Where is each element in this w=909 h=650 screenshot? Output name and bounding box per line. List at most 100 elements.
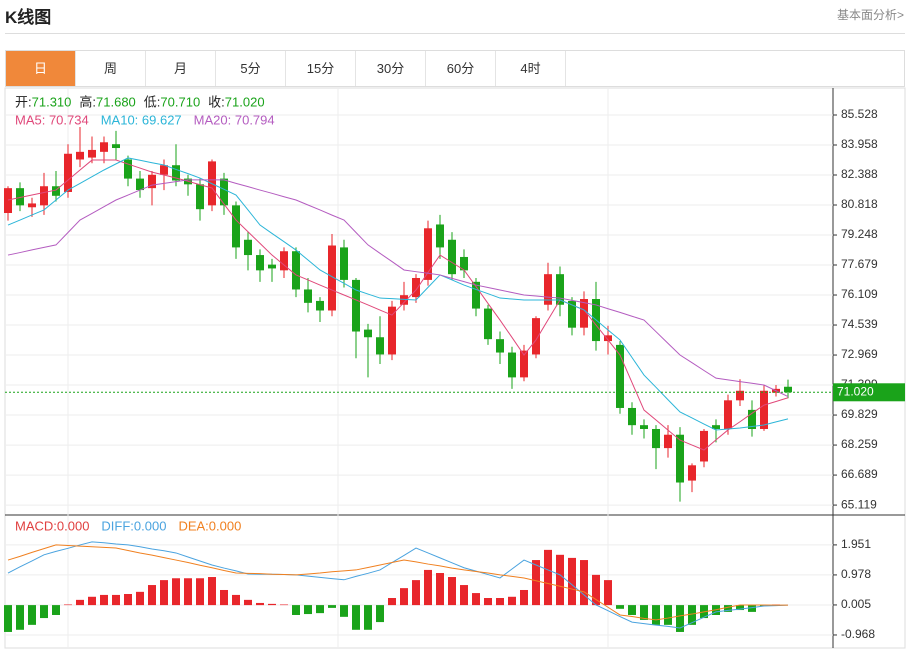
candle-body — [448, 239, 456, 275]
candle-body — [688, 465, 696, 481]
macd-bar — [340, 605, 348, 617]
macd-bar — [736, 605, 744, 611]
legend-item: MACD:0.000 — [15, 518, 89, 533]
macd-bar — [664, 605, 672, 625]
macd-bar — [400, 588, 408, 606]
candle-body — [376, 337, 384, 355]
candle-body — [556, 274, 564, 305]
candle-body — [700, 430, 708, 462]
macd-bar — [4, 605, 12, 632]
info-label: 开: — [15, 94, 32, 109]
candle-body — [328, 245, 336, 311]
candle-body — [16, 188, 24, 206]
fundamental-link[interactable]: 基本面分析> — [836, 8, 904, 22]
macd-bar — [28, 605, 36, 625]
info-label: 低: — [144, 94, 161, 109]
tab[interactable]: 月 — [146, 51, 216, 86]
tab[interactable]: 30分 — [356, 51, 426, 86]
macd-bar — [412, 580, 420, 606]
candle-body — [784, 386, 792, 393]
y-tick-label: 68.259 — [841, 437, 878, 451]
macd-bar — [568, 557, 576, 606]
candle-body — [676, 434, 684, 483]
candle-body — [88, 149, 96, 158]
macd-bar — [424, 569, 432, 606]
macd-bar — [748, 605, 756, 612]
macd-line — [7, 541, 789, 629]
candle-body — [220, 178, 228, 206]
macd-bar — [304, 605, 312, 615]
macd-bar — [640, 605, 648, 620]
legend-item: DEA:0.000 — [178, 518, 241, 533]
legend-item: MA20: 70.794 — [194, 112, 275, 127]
candle-body — [136, 178, 144, 191]
macd-bar — [160, 580, 168, 606]
candle-body — [256, 255, 264, 271]
legend-item: MA10: 69.627 — [101, 112, 182, 127]
ma-line — [7, 159, 789, 451]
macd-bar — [196, 578, 204, 606]
ma-line — [7, 179, 789, 398]
candle-body — [412, 277, 420, 298]
info-value: 71.310 — [32, 94, 72, 109]
candle-body — [436, 224, 444, 248]
y-tick-label: 85.528 — [841, 107, 878, 121]
info-value: 71.020 — [225, 94, 265, 109]
tab[interactable]: 周 — [76, 51, 146, 86]
info-label: 收: — [208, 94, 225, 109]
y-tick-label: 72.969 — [841, 347, 878, 361]
macd-bar — [592, 574, 600, 606]
candle-body — [640, 425, 648, 429]
macd-bar — [148, 585, 156, 606]
candle-body — [388, 306, 396, 355]
candle-body — [664, 434, 672, 449]
tab[interactable]: 15分 — [286, 51, 356, 86]
macd-bar — [616, 605, 624, 609]
candle-body — [364, 329, 372, 338]
macd-bar — [532, 560, 540, 606]
tab[interactable]: 60分 — [426, 51, 496, 86]
y-tick-label: 77.679 — [841, 257, 878, 271]
candle-body — [28, 203, 36, 208]
macd-bar — [208, 577, 216, 606]
candle-body — [232, 205, 240, 248]
macd-bar — [376, 605, 384, 623]
candle-body — [52, 186, 60, 196]
macd-bar — [256, 602, 264, 606]
candle-body — [724, 400, 732, 429]
macd-line — [7, 544, 789, 621]
candle-body — [736, 390, 744, 401]
macd-bar — [184, 578, 192, 606]
candle-body — [4, 188, 12, 214]
chart-frame — [4, 87, 906, 649]
tab[interactable]: 日 — [6, 51, 76, 86]
candle-body — [748, 409, 756, 429]
macd-bar — [652, 605, 660, 625]
y-tick-label: 0.005 — [841, 597, 871, 611]
tab[interactable]: 4时 — [496, 51, 566, 86]
tab[interactable]: 5分 — [216, 51, 286, 86]
macd-bar — [388, 598, 396, 606]
macd-bar — [460, 585, 468, 606]
macd-bar — [328, 605, 336, 608]
macd-bar — [40, 605, 48, 619]
candle-body — [532, 318, 540, 355]
candle-body — [196, 184, 204, 210]
macd-bar — [124, 593, 132, 606]
macd-bar — [556, 554, 564, 606]
macd-bar — [496, 598, 504, 606]
y-tick-label: 65.119 — [841, 497, 877, 511]
candle-body — [628, 407, 636, 426]
candle-body — [652, 428, 660, 449]
y-tick-label: 69.829 — [841, 407, 878, 421]
period-tabs: 日周月 5分 15分 30分 60分 4时 — [5, 50, 905, 87]
last-price-label: 71.020 — [837, 384, 874, 398]
candle-body — [472, 281, 480, 309]
y-tick-label: -0.968 — [841, 627, 875, 641]
macd-bar — [544, 549, 552, 606]
candle-body — [244, 239, 252, 256]
candle-body — [496, 339, 504, 353]
y-tick-label: 0.978 — [841, 567, 871, 581]
candle-body — [64, 153, 72, 192]
